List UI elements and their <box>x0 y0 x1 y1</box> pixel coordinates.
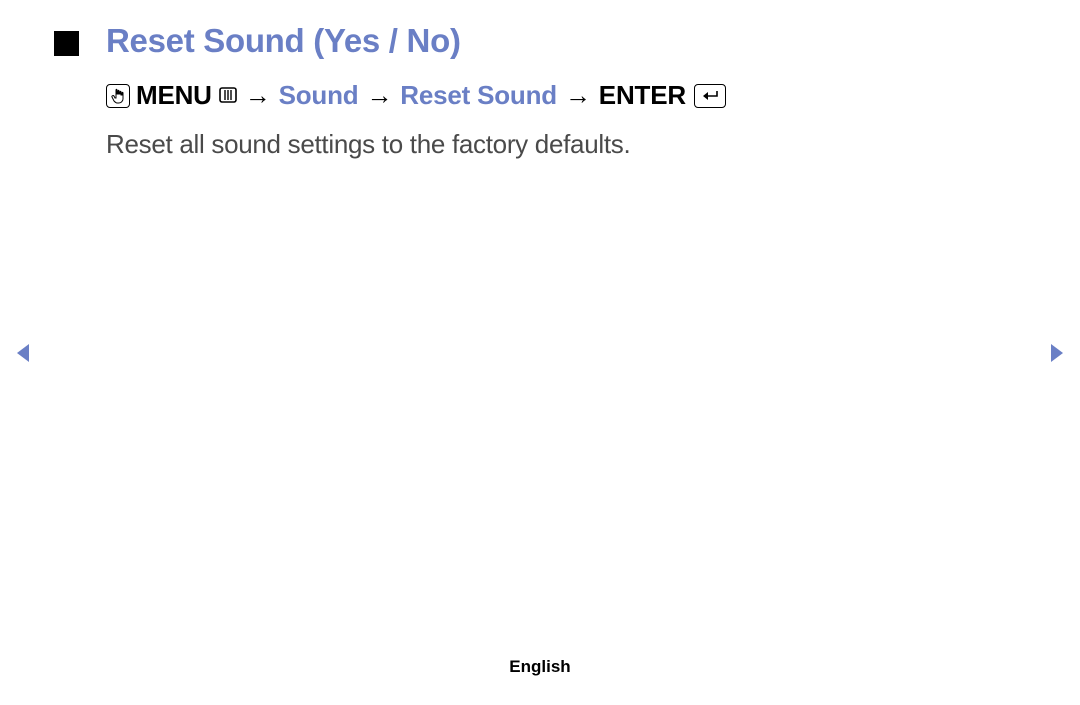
chevron-left-icon <box>17 344 29 362</box>
breadcrumb-menu-label: MENU <box>136 80 212 111</box>
enter-icon <box>694 84 726 108</box>
language-label: English <box>0 657 1080 677</box>
description-text: Reset all sound settings to the factory … <box>106 129 1026 160</box>
hand-icon <box>106 84 130 108</box>
prev-page-button[interactable] <box>14 342 32 364</box>
menu-icon <box>219 80 237 111</box>
chevron-right-icon <box>1051 344 1063 362</box>
next-page-button[interactable] <box>1048 342 1066 364</box>
page-title: Reset Sound (Yes / No) <box>106 22 461 60</box>
breadcrumb-separator: → <box>243 80 273 111</box>
breadcrumb-enter-label: ENTER <box>599 80 686 111</box>
breadcrumb-separator: → <box>364 80 394 111</box>
breadcrumb: MENU → Sound → Reset Sound → ENTER <box>106 80 1026 111</box>
breadcrumb-separator: → <box>563 80 593 111</box>
section-bullet-icon <box>54 31 79 56</box>
breadcrumb-reset-label: Reset Sound <box>400 80 557 111</box>
breadcrumb-sound-label: Sound <box>279 80 359 111</box>
